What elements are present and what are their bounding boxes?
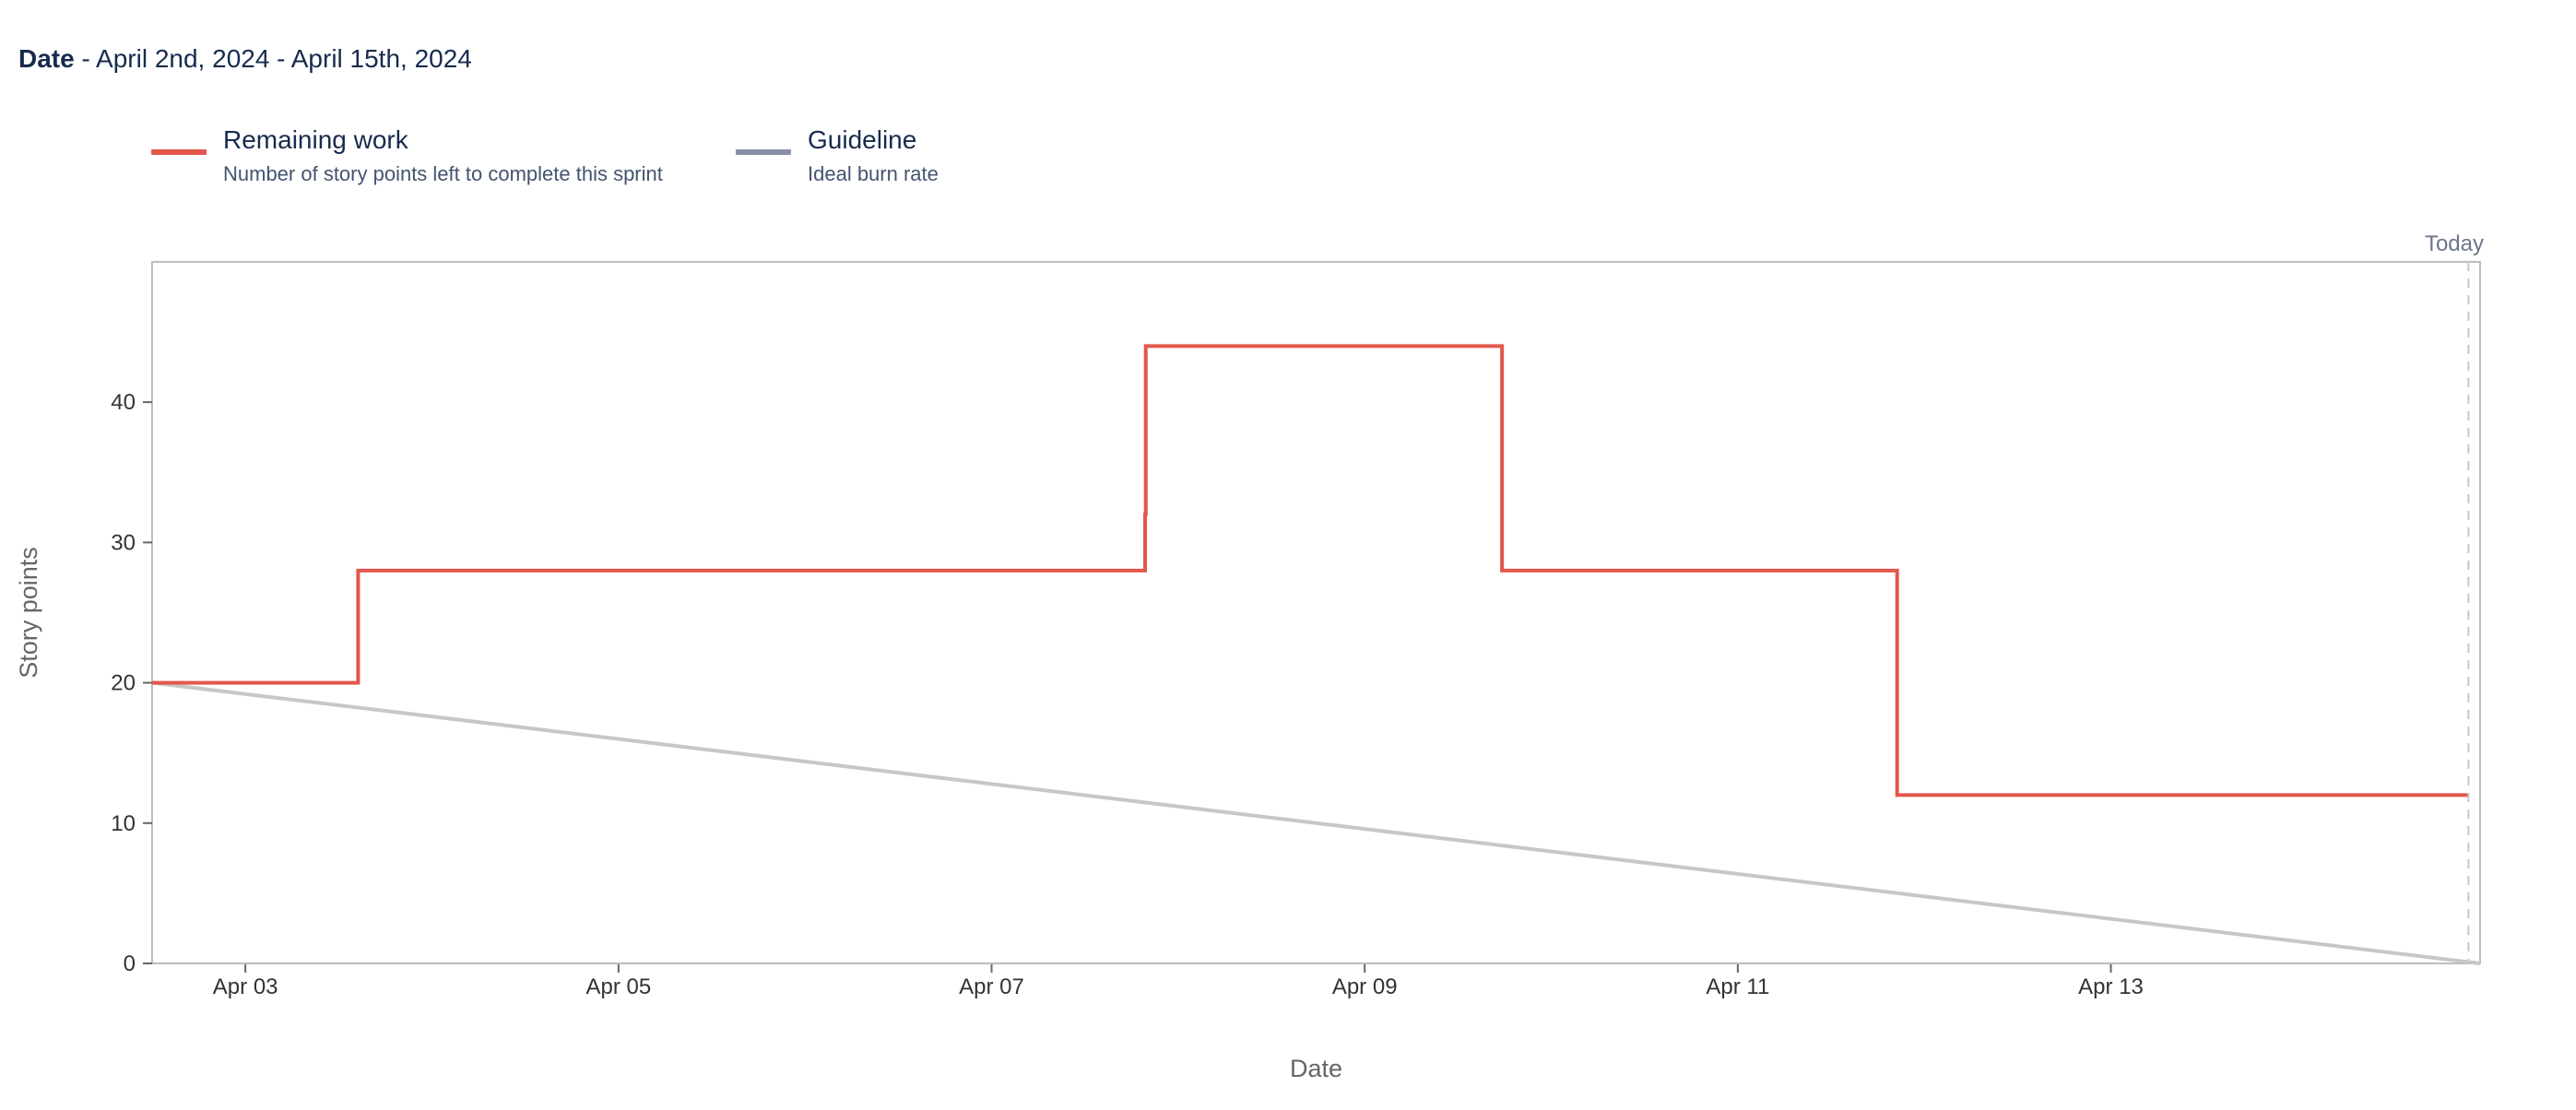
today-marker-label: Today [2425,231,2484,256]
x-tick-label: Apr 03 [213,974,278,999]
x-tick-label: Apr 13 [2078,974,2144,999]
legend-swatch-remaining-work [151,149,207,155]
x-axis-title: Date [1290,1055,1342,1082]
plot-frame [151,261,2481,964]
x-tick-label: Apr 11 [1706,974,1769,999]
legend-description-guideline: Ideal burn rate [808,162,939,185]
remaining-work-series-line[interactable] [152,344,2469,797]
y-tick-label: 30 [111,530,136,555]
legend-title-remaining-work: Remaining work [223,125,408,154]
x-tick-label: Apr 05 [585,974,651,999]
date-range-value: April 2nd, 2024 - April 15th, 2024 [96,44,472,73]
y-tick-label: 10 [111,811,136,836]
legend-title-guideline: Guideline [808,125,917,154]
y-tick-label: 40 [111,390,136,415]
legend-description-remaining-work: Number of story points left to complete … [223,162,663,185]
guideline-series-line [151,680,2481,965]
legend-swatch-guideline [736,149,791,155]
date-range-separator: - [74,44,97,73]
y-tick-label: 0 [124,951,136,976]
date-range-label: Date [18,44,75,73]
y-tick-label: 20 [111,671,136,696]
x-axis-ticks: Apr 03 Apr 05 Apr 07 Apr 09 Apr 11 Apr 13 [213,963,2144,999]
x-tick-label: Apr 07 [959,974,1024,999]
date-range: Date - April 2nd, 2024 - April 15th, 202… [18,44,472,74]
x-tick-label: Apr 09 [1332,974,1398,999]
y-axis-ticks: 0 10 20 30 40 [111,390,152,976]
y-axis-title: Story points [15,547,42,679]
